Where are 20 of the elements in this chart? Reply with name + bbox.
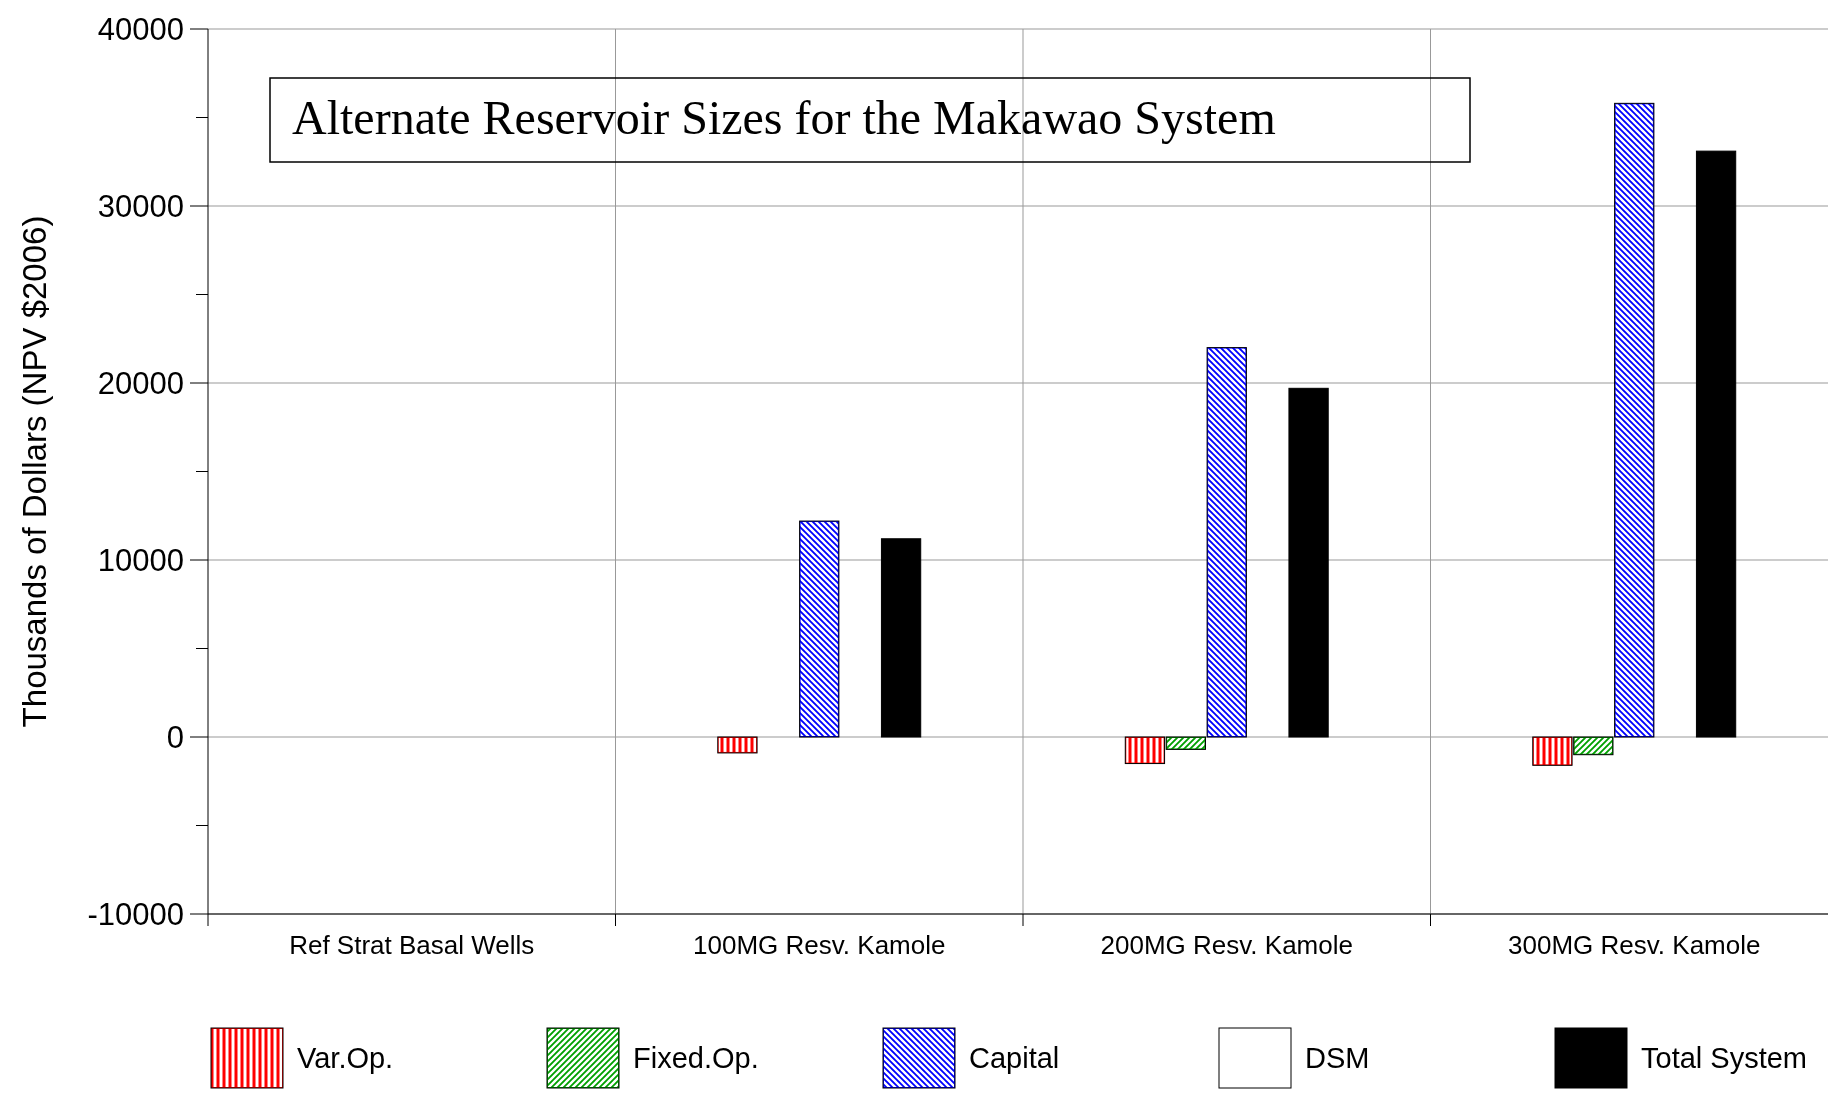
- x-tick-label: 100MG Resv. Kamole: [693, 930, 946, 960]
- bar: [880, 538, 922, 738]
- y-tick-label: 20000: [97, 365, 184, 401]
- y-axis-title: Thousands of Dollars (NPV $2006): [16, 215, 53, 728]
- y-tick-label: 30000: [97, 188, 184, 224]
- legend-label: Total System: [1641, 1042, 1807, 1075]
- x-tick-label: 300MG Resv. Kamole: [1508, 930, 1761, 960]
- legend-label: Capital: [969, 1042, 1060, 1075]
- legend-label: DSM: [1305, 1042, 1370, 1075]
- y-tick-label: 0: [166, 719, 184, 755]
- bar: [1288, 387, 1329, 738]
- y-tick-label: -10000: [87, 896, 184, 932]
- x-tick-label: Ref Strat Basal Wells: [289, 930, 535, 960]
- legend-label: Var.Op.: [297, 1042, 394, 1075]
- text: Alternate Reservoir Sizes for the Makawao System: [292, 91, 1276, 144]
- x-tick-label: 200MG Resv. Kamole: [1100, 930, 1353, 960]
- bar: [1695, 150, 1737, 738]
- y-tick-label: 10000: [97, 542, 184, 578]
- y-tick-label: 40000: [97, 11, 184, 47]
- legend-label: Fixed.Op.: [633, 1042, 759, 1075]
